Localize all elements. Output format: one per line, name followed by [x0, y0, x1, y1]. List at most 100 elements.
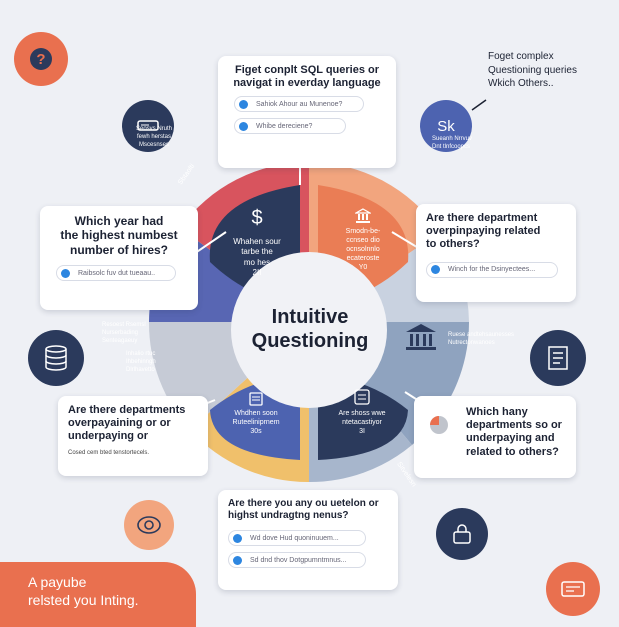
- banner-text: A payube relsted you Inting.: [28, 574, 139, 609]
- label-line: Dlrlhavetto: [126, 366, 155, 373]
- label-line: Nurserbading: [102, 329, 139, 336]
- bullet-icon: [233, 533, 242, 543]
- label-line: Nutrectonwanoes: [448, 339, 495, 346]
- suggestion-pill[interactable]: Winch for the Dsinyectees...: [426, 261, 558, 278]
- pill-text: Whibe dereciene?: [256, 122, 313, 130]
- left-purple-label: Resoest Rsemsl Nurserbading Senteagaeuy …: [102, 322, 156, 375]
- label-line: Senteagaeuy: [102, 337, 138, 344]
- card-title-line: Are there departments: [68, 404, 186, 416]
- right-bank-icon: [404, 322, 438, 357]
- center-title-line: Questioning: [251, 330, 369, 352]
- suggestion-pill[interactable]: Wd dove Hud quoninuuem...: [228, 530, 366, 546]
- label-line: Resoest Rsemsl: [102, 322, 146, 328]
- card-title-line: Which year had: [74, 214, 164, 228]
- note-line: Wkich Others..: [488, 78, 554, 89]
- bullet-icon: [233, 555, 242, 565]
- banner-line: A payube: [28, 574, 87, 590]
- label-line: Sueanh Nrrvuv: [432, 136, 473, 142]
- card-title-line: to others?: [426, 238, 480, 251]
- label-line: Dnt tlnfcoopcs: [432, 143, 471, 150]
- top-question-card: Figet conplt SQL queries or navigat in e…: [218, 56, 396, 168]
- pill-text: Sd dnd thov Dotgpumntmnus...: [250, 556, 347, 564]
- note-line: Foget complex: [488, 51, 554, 62]
- suggestion-pill[interactable]: Sahiok Ahour au Munenoe?: [234, 96, 364, 113]
- suggestion-pill[interactable]: Sd dnd thov Dotgpumntmnus...: [228, 552, 366, 568]
- sk-sub-label: Sueanh Nrrvuv Dnt tlnfcoopcs: [432, 136, 472, 152]
- bottom-question-card: Are there you any ou uetelon or highst u…: [218, 490, 398, 590]
- card-title-line: the highest numbest: [60, 228, 178, 243]
- card-subtext: Cosed cem bted tenstortecels.: [68, 449, 150, 456]
- card-title-line: number of hires?: [69, 242, 168, 257]
- top-right-note: Foget complex Questioning queries Wkich …: [488, 50, 608, 91]
- bank-icon: [353, 208, 373, 223]
- bullet-icon: [61, 268, 70, 278]
- card-title-line: overpayaining or or: [68, 417, 171, 430]
- card-title-line: Are there department: [426, 212, 538, 224]
- left-question-card: Which year had the highest numbest numbe…: [40, 206, 198, 310]
- right-bottom-question-card: Which hany departments so or underpaying…: [414, 396, 576, 478]
- wedge-line: 30s: [250, 428, 262, 436]
- wedge-line: ecateroste: [346, 255, 380, 263]
- blue-bottom-wedge-text: Whdhen soon Ruteeliniprnem 30s: [220, 392, 292, 436]
- note-pointer: [471, 99, 487, 111]
- right-gray-label: Ruese andtehsaunesses Nutrectonwanoes: [448, 332, 514, 348]
- note-line: Questioning queries: [488, 64, 577, 76]
- document-icon: [530, 330, 586, 386]
- label-line: Seosvs Nruth: [136, 126, 173, 132]
- card-title-line: underpaying or: [68, 430, 149, 443]
- top-card-title-line: navigat in everday language: [233, 77, 381, 90]
- label-line: Ihbehinngh: [126, 359, 156, 366]
- wedge-line: mo hes: [243, 257, 271, 267]
- lock-icon: [436, 508, 488, 560]
- wedge-line: Smodn-be-: [345, 228, 381, 236]
- bullet-icon: [239, 99, 248, 109]
- card-title-line: related to others?: [466, 445, 559, 458]
- wedge-line: 3I: [359, 428, 365, 436]
- database-icon: [28, 330, 84, 386]
- wedge-line: tarbe the: [241, 247, 273, 257]
- label-line: Mscesnses: [139, 141, 170, 148]
- money-icon: [546, 562, 600, 616]
- wedge-line: Whahen sour: [233, 237, 281, 246]
- shield-icon: [124, 500, 174, 550]
- bullet-icon: [239, 121, 248, 131]
- bottom-banner: A payube relsted you Inting.: [0, 562, 196, 627]
- banner-line: relsted you Inting.: [28, 591, 139, 608]
- bullet-icon: [431, 265, 440, 275]
- sk-text: Sk: [437, 117, 455, 135]
- left-bottom-question-card: Are there departments overpayaining or o…: [58, 396, 208, 476]
- pill-text: Raibsolc fuv dut tueaau..: [78, 269, 156, 277]
- pill-text: Sahiok Ahour au Munenoe?: [256, 100, 343, 108]
- server-icon: [122, 100, 174, 152]
- card-title-line: overpinpaying related: [426, 225, 541, 238]
- card-title-line: Are there you any ou uetelon or: [228, 498, 379, 509]
- wedge-line: Y0: [358, 264, 368, 272]
- card-title-line: highst undragtng nenus?: [228, 510, 349, 521]
- label-line: fewh herstas: [136, 133, 172, 140]
- question-icon: ?: [14, 32, 68, 86]
- suggestion-pill[interactable]: Raibsolc fuv dut tueaau..: [56, 265, 176, 282]
- top-card-title-line: Figet conplt SQL queries or: [234, 64, 380, 76]
- wedge-line: ntetacastiyor: [342, 419, 382, 427]
- orange-wedge-text: Smodn-be- ccnseo dio ocnsolnnlo ecateros…: [328, 208, 398, 273]
- suggestion-pill[interactable]: Whibe dereciene?: [234, 118, 346, 135]
- sk-badge: Sk: [420, 100, 472, 152]
- wedge-line: Are shoss wwe: [338, 410, 386, 418]
- pie-chart-icon: [430, 416, 448, 434]
- wedge-line: Ruteeliniprnem: [232, 419, 280, 427]
- wedge-line: ocnsolnnlo: [346, 246, 380, 254]
- dollar-wedge-text: $ Whahen sour tarbe the mo hes 2II: [222, 205, 292, 279]
- svg-text:?: ?: [36, 51, 45, 68]
- wedge-line: ccnseo dio: [346, 237, 380, 245]
- label-line: Inhalio rtuc: [126, 351, 156, 358]
- navy-bottom-wedge-text: Are shoss wwe ntetacastiyor 3I: [326, 388, 398, 436]
- right-question-card: Are there department overpinpaying relat…: [416, 204, 576, 302]
- label-line: Ruese andtehsaunesses: [448, 332, 515, 338]
- pill-text: Winch for the Dsinyectees...: [448, 266, 536, 274]
- server-label: Seosvs Nruth fewh herstas Mscesnses: [136, 126, 172, 149]
- wedge-line: Whdhen soon: [234, 410, 278, 418]
- card-title-line: Which hany: [466, 406, 528, 418]
- stack-icon: [354, 389, 370, 405]
- card-title-line: departments so or: [466, 419, 562, 432]
